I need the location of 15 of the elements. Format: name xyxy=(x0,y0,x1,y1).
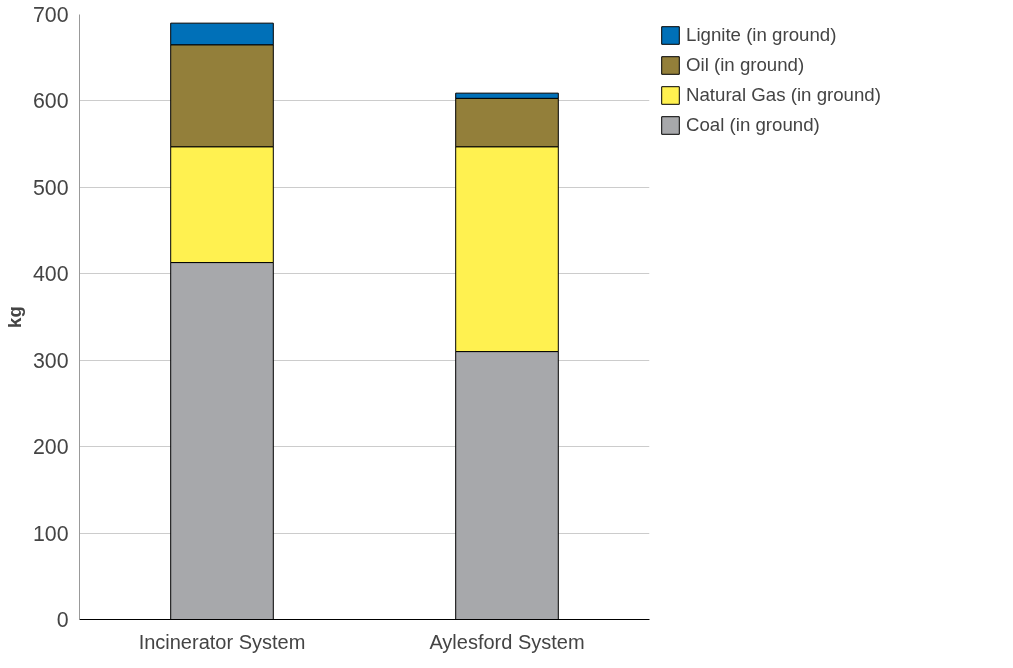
y-tick-label: 400 xyxy=(32,262,69,287)
y-tick-label: 700 xyxy=(32,3,69,27)
legend-label: Coal (in ground) xyxy=(686,114,820,136)
y-tick-label: 0 xyxy=(56,608,69,632)
y-tick-label: 600 xyxy=(32,89,69,114)
y-tick-label: 300 xyxy=(32,348,69,373)
x-tick-label: Aylesford System xyxy=(429,630,585,653)
legend-label: Lignite (in ground) xyxy=(686,24,837,46)
legend-label: Natural Gas (in ground) xyxy=(686,84,881,106)
legend-label: Oil (in ground) xyxy=(686,54,805,76)
y-tick-label: 200 xyxy=(32,435,69,460)
y-axis-title: kg xyxy=(3,306,25,328)
y-tick-label: 100 xyxy=(32,521,69,546)
x-tick-label: Incinerator System xyxy=(138,630,306,653)
y-tick-label: 500 xyxy=(32,175,69,200)
